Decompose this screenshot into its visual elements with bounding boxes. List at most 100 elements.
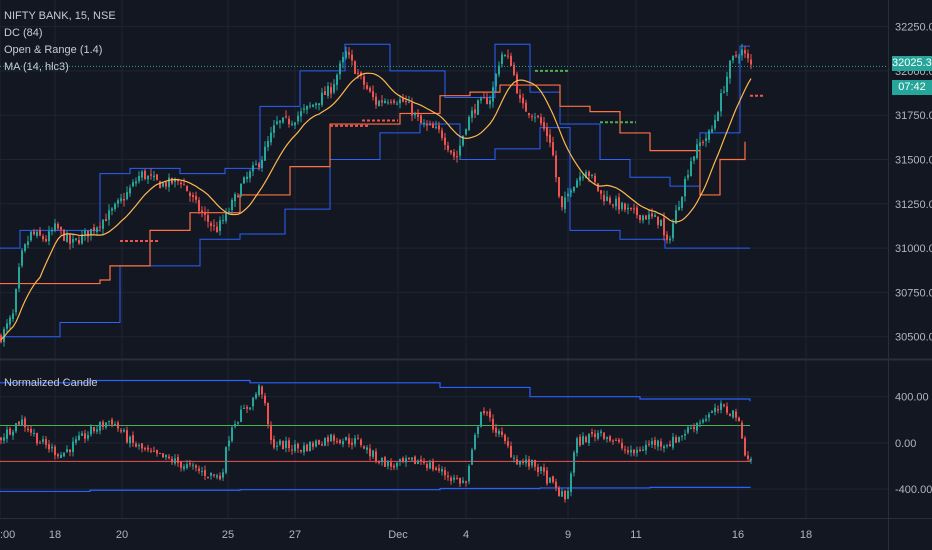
candle-body-65 [195, 195, 197, 200]
candle-body-153 [459, 145, 461, 156]
legend-ma: MA (14, hlc3) [4, 61, 69, 73]
candle-body-181 [543, 122, 545, 129]
candle-body-33 [99, 226, 101, 228]
candle-body-30 [90, 228, 92, 236]
candle-body-12 [36, 231, 38, 236]
candle-body-105 [315, 103, 317, 106]
candle-body-237 [711, 128, 713, 133]
osc-bar-186 [558, 487, 560, 497]
candle-body-157 [471, 110, 473, 118]
candle-body-29 [87, 230, 89, 237]
candle-body-92 [276, 121, 278, 124]
osc-bar-246 [738, 417, 740, 422]
candle-body-249 [747, 53, 749, 59]
x-tick-3: 25 [222, 529, 234, 541]
osc-bar-135 [405, 458, 407, 463]
osc-bar-193 [579, 436, 581, 446]
osc-bar-163 [489, 411, 491, 418]
candle-body-103 [309, 105, 311, 107]
candle-body-79 [237, 195, 239, 198]
osc-bar-208 [624, 449, 626, 451]
osc-bar-71 [213, 474, 215, 476]
candle-body-96 [288, 118, 290, 125]
candle-body-212 [636, 207, 638, 216]
osc-bar-236 [708, 414, 710, 418]
osc-bar-148 [444, 470, 446, 476]
candle-body-94 [282, 117, 284, 123]
candle-body-159 [477, 100, 479, 115]
y-tick-osc-2: -400.00 [895, 484, 932, 496]
candle-body-83 [249, 171, 251, 179]
osc-bar-51 [153, 450, 155, 452]
candle-body-145 [435, 126, 437, 128]
osc-bar-173 [519, 460, 521, 465]
candle-body-34 [102, 219, 104, 229]
osc-bar-1 [3, 437, 5, 441]
osc-bar-23 [69, 449, 71, 453]
candle-body-80 [240, 184, 242, 197]
candle-body-37 [111, 208, 113, 211]
osc-bar-39 [117, 422, 119, 429]
osc-bar-97 [291, 449, 293, 451]
candle-body-91 [273, 125, 275, 133]
osc-bar-141 [423, 461, 425, 464]
osc-bar-100 [300, 449, 302, 452]
candle-body-175 [525, 102, 527, 112]
candle-body-167 [501, 54, 503, 64]
osc-bar-126 [378, 461, 380, 463]
candle-body-9 [27, 241, 29, 245]
candle-body-119 [357, 72, 359, 74]
osc-bar-168 [504, 434, 506, 442]
osc-bar-4 [12, 431, 14, 436]
candle-body-201 [603, 195, 605, 202]
osc-bar-69 [207, 476, 209, 478]
osc-bar-140 [420, 459, 422, 462]
osc-bar-28 [84, 433, 86, 439]
candle-body-25 [75, 238, 77, 240]
osc-bar-49 [147, 447, 149, 450]
candle-body-66 [198, 200, 200, 212]
osc-bar-184 [552, 476, 554, 483]
candle-body-49 [147, 175, 149, 180]
candle-body-87 [261, 159, 263, 168]
osc-bar-214 [642, 449, 644, 451]
osc-bar-99 [297, 443, 299, 449]
candle-body-71 [213, 225, 215, 227]
candle-body-17 [51, 230, 53, 232]
candle-body-203 [609, 197, 611, 203]
candle-body-222 [666, 234, 668, 240]
osc-bar-2 [6, 429, 8, 439]
candle-body-31 [93, 227, 95, 232]
osc-bar-117 [351, 442, 353, 445]
osc-bar-201 [603, 432, 605, 439]
osc-bar-44 [132, 435, 134, 443]
osc-bar-32 [96, 429, 98, 432]
candle-body-121 [363, 76, 365, 85]
candle-body-42 [126, 192, 128, 200]
osc-bar-9 [27, 428, 29, 431]
osc-bar-70 [210, 472, 212, 476]
candle-body-76 [228, 211, 230, 214]
osc-bar-0 [0, 437, 2, 441]
osc-bar-171 [513, 457, 515, 459]
candle-body-146 [438, 125, 440, 130]
candle-body-122 [366, 85, 368, 89]
x-tick-9: 16 [732, 529, 744, 541]
candle-body-170 [510, 55, 512, 66]
candle-body-111 [333, 84, 335, 93]
osc-bar-167 [501, 431, 503, 435]
ma-line [0, 72, 752, 341]
candle-body-213 [639, 214, 641, 220]
candle-body-57 [171, 177, 173, 184]
osc-bar-127 [381, 457, 383, 463]
osc-bar-11 [33, 433, 35, 435]
osc-bar-41 [123, 429, 125, 432]
candle-body-194 [582, 176, 584, 178]
candle-body-14 [42, 236, 44, 240]
osc-bar-33 [99, 422, 101, 431]
osc-bar-139 [417, 460, 419, 464]
osc-bar-176 [528, 459, 530, 467]
candle-body-43 [129, 187, 131, 194]
osc-upper-band [0, 379, 751, 402]
